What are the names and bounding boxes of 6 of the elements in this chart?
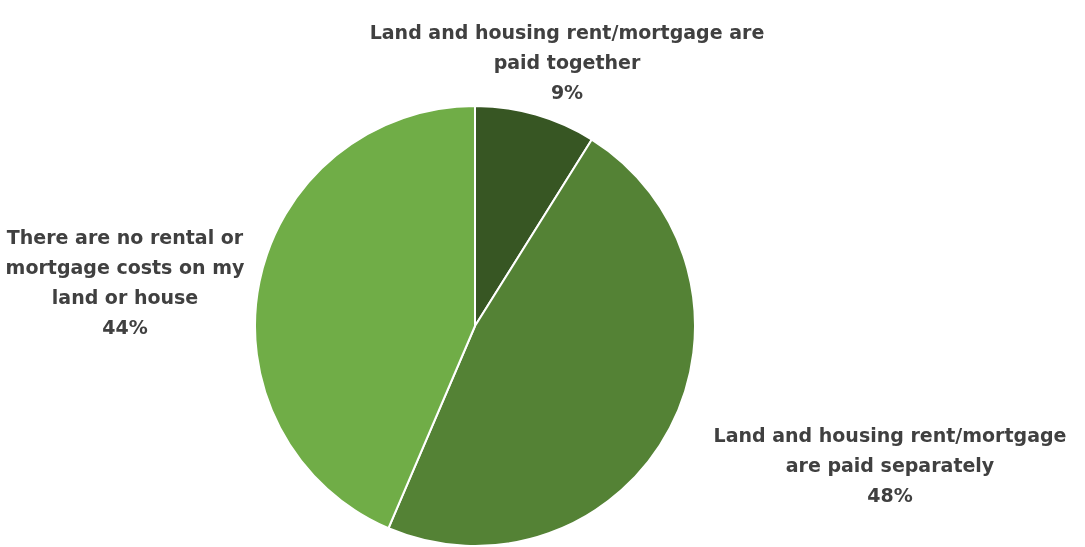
- data-label: 44%: [102, 316, 148, 339]
- slice-label: Land and housing rent/mortgage are paid together: [369, 21, 765, 74]
- slice-label: There are no rental or mortgage costs on my land or house: [5, 226, 246, 309]
- data-label: 9%: [550, 81, 584, 104]
- slice-label: Land and housing rent/mortgage are paid separately: [713, 424, 1067, 477]
- data-label: 48%: [867, 484, 913, 507]
